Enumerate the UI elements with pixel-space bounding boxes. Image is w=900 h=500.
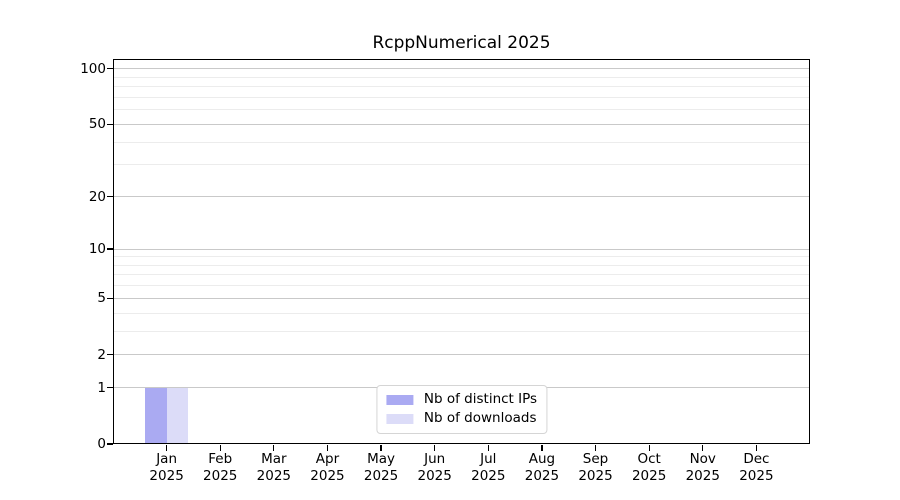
x-tick-mark	[755, 444, 758, 451]
x-tick-mark	[273, 444, 275, 451]
legend-label: Nb of distinct IPs	[423, 391, 538, 407]
x-tick-year: 2025	[149, 467, 184, 484]
x-tick-month: Feb	[208, 451, 233, 467]
grid-line-major	[113, 123, 810, 125]
bars-layer	[113, 59, 810, 444]
x-tick-year: 2025	[417, 467, 452, 484]
x-tick-mark	[487, 444, 489, 451]
bar	[145, 387, 167, 444]
x-tick-mark	[165, 444, 168, 451]
y-tick-label: 50	[88, 116, 106, 133]
x-tick-label: Apr 2025	[287, 451, 367, 484]
grid-line-minor	[113, 141, 810, 143]
x-tick-mark	[541, 444, 543, 451]
y-tick-label: 5	[97, 290, 106, 307]
y-tick-mark	[107, 354, 113, 356]
x-tick-month: Nov	[689, 451, 716, 467]
x-tick-label: Aug 2025	[502, 451, 582, 484]
x-tick-year: 2025	[578, 467, 613, 484]
x-tick-year: 2025	[203, 467, 238, 484]
x-tick-label: Jul 2025	[448, 451, 528, 484]
x-tick-label: Jan 2025	[127, 451, 207, 484]
y-tick-mark	[107, 123, 113, 126]
x-tick-mark	[702, 444, 704, 451]
x-tick-month: Oct	[637, 451, 661, 467]
x-tick-mark	[648, 444, 650, 451]
y-tick-mark	[107, 248, 113, 250]
y-tick-label: 100	[80, 60, 106, 77]
x-tick-year: 2025	[363, 467, 399, 484]
grid-line-minor	[113, 86, 810, 88]
grid-line-major	[113, 68, 810, 70]
x-tick-mark	[326, 444, 329, 451]
grid-line-major	[113, 248, 810, 250]
grid-line-minor	[113, 264, 810, 266]
x-tick-month: Jun	[424, 451, 446, 467]
x-tick-month: Apr	[315, 451, 340, 467]
legend-label: Nb of downloads	[423, 410, 537, 426]
x-tick-month: Jan	[156, 451, 178, 467]
y-tick-label: 1	[97, 379, 106, 396]
x-tick-label: Dec 2025	[716, 451, 796, 484]
grid-line-major	[113, 297, 810, 299]
grid-line-minor	[113, 274, 810, 276]
x-tick-year: 2025	[685, 467, 720, 484]
legend-item: Nb of downloads	[385, 410, 537, 427]
chart-title: RcppNumerical 2025	[372, 33, 551, 53]
grid-line-major	[113, 354, 810, 356]
x-tick-month: Aug	[528, 451, 556, 467]
x-tick-year: 2025	[256, 467, 292, 484]
x-tick-month: May	[367, 451, 396, 467]
legend-item: Nb of distinct IPs	[385, 391, 538, 408]
grid-line-minor	[113, 109, 810, 111]
x-tick-year: 2025	[739, 467, 774, 484]
y-tick-mark	[107, 443, 113, 445]
y-tick-mark	[107, 387, 113, 389]
y-tick-label: 10	[88, 241, 106, 258]
grid-line-minor	[113, 256, 810, 258]
legend: Nb of distinct IPs Nb of downloads	[375, 385, 548, 434]
y-tick-mark	[107, 297, 113, 299]
grid-line-minor	[113, 76, 810, 78]
x-tick-label: May 2025	[341, 451, 421, 484]
x-tick-label: Nov 2025	[663, 451, 743, 484]
x-tick-mark	[380, 444, 382, 451]
x-tick-month: Mar	[261, 451, 287, 467]
x-tick-label: Mar 2025	[234, 451, 314, 484]
grid-line-major	[113, 196, 810, 197]
y-tick-mark	[107, 195, 113, 198]
y-tick-label: 2	[97, 346, 106, 363]
grid-line-minor	[113, 285, 810, 287]
x-tick-month: Jul	[480, 451, 497, 467]
x-tick-month: Sep	[582, 451, 609, 467]
bar	[166, 387, 189, 444]
x-tick-label: Sep 2025	[556, 451, 636, 484]
legend-swatch	[385, 394, 413, 405]
grid-line-minor	[113, 312, 810, 314]
x-tick-year: 2025	[631, 467, 667, 484]
y-tick-label: 20	[88, 188, 106, 205]
x-tick-label: Feb 2025	[180, 451, 260, 484]
x-tick-label: Jun 2025	[395, 451, 475, 484]
y-tick-label: 0	[97, 436, 106, 452]
x-tick-year: 2025	[310, 467, 345, 484]
plot-area: Nb of distinct IPs Nb of downloads	[113, 59, 810, 444]
legend-swatch	[385, 413, 413, 424]
x-tick-year: 2025	[524, 467, 560, 484]
y-tick-mark	[107, 68, 113, 70]
x-tick-year: 2025	[471, 467, 506, 484]
grid-line-minor	[113, 164, 810, 166]
x-tick-label: Oct 2025	[609, 451, 689, 484]
x-tick-mark	[219, 444, 221, 451]
x-tick-mark	[434, 444, 436, 451]
x-tick-mark	[594, 444, 597, 451]
x-tick-month: Dec	[743, 451, 770, 467]
grid-line-minor	[113, 96, 810, 98]
grid-line-minor	[113, 330, 810, 332]
